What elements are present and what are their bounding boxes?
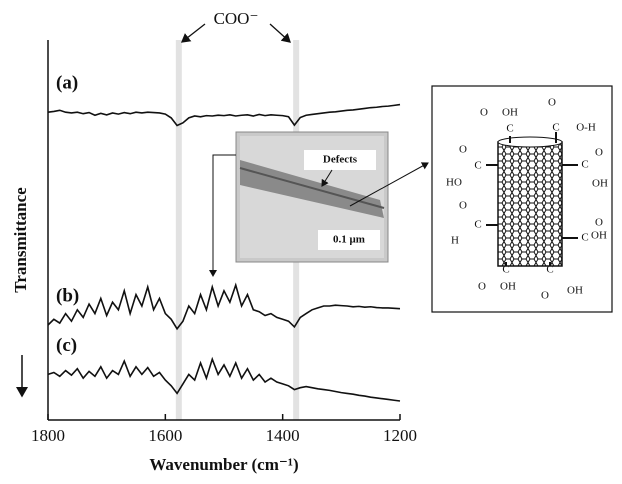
diagram-label: C: [581, 159, 588, 171]
inset-scale: 0.1 μm: [333, 234, 365, 246]
spectrum-line: [47, 103, 401, 127]
diagram-label: O: [541, 290, 549, 302]
diagram-label: O: [459, 200, 467, 212]
x-tick-label: 1800: [31, 426, 65, 445]
x-tick-label: 1400: [266, 426, 300, 445]
inset-defects: Defects: [323, 154, 358, 166]
series-label: (a): [56, 73, 78, 94]
x-tick-label: 1600: [148, 426, 182, 445]
diagram-label: H: [451, 235, 459, 247]
diagram-label: OH: [567, 285, 583, 297]
diagram-label: O: [548, 97, 556, 109]
diagram: [431, 85, 613, 313]
diagram-label: OH: [591, 230, 607, 242]
spectrum-line: [47, 356, 401, 402]
diagram-label: O: [595, 147, 603, 159]
diagram-label: OH: [500, 281, 516, 293]
diagram-label: O-H: [576, 122, 596, 134]
diagram-label: O: [480, 107, 488, 119]
y-axis-label: Transmittance: [11, 187, 30, 293]
diagram-label: C: [552, 122, 559, 134]
peak-label: COO⁻: [214, 9, 259, 28]
series-label: (b): [56, 285, 79, 306]
spectrum-line: [47, 282, 401, 331]
diagram-label: O: [478, 281, 486, 293]
diagram-label: C: [581, 232, 588, 244]
diagram-label: C: [502, 264, 509, 276]
diagram-label: C: [506, 123, 513, 135]
arrow: [180, 23, 206, 43]
diagram-label: C: [474, 219, 481, 231]
x-axis-label: Wavenumber (cm⁻¹): [149, 455, 298, 474]
diagram-label: OH: [592, 178, 608, 190]
diagram-label: HO: [446, 177, 462, 189]
diagram-label: C: [546, 264, 553, 276]
arrow: [269, 23, 291, 43]
diagram-label: O: [595, 217, 603, 229]
diagram-label: O: [459, 144, 467, 156]
arrow: [349, 162, 429, 207]
arrow: [209, 154, 236, 277]
diagram-label: OH: [502, 107, 518, 119]
inset-image: Defects 0.1 μm: [235, 131, 389, 263]
x-tick-label: 1200: [383, 426, 417, 445]
diagram-label: C: [474, 160, 481, 172]
highlight-band: [175, 40, 182, 420]
series-label: (c): [56, 335, 77, 356]
